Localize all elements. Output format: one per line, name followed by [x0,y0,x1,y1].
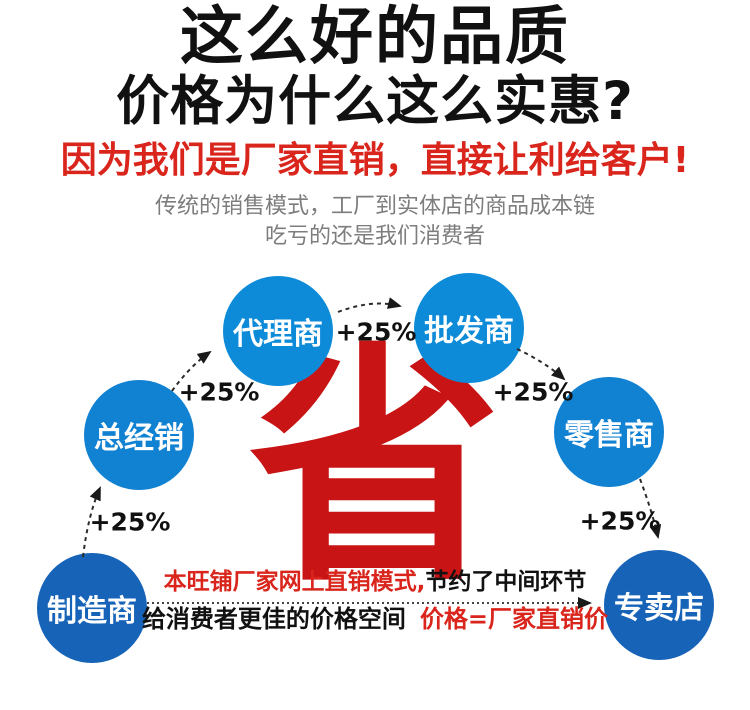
node-specialty-store-label: 专卖店 [614,591,704,626]
increment-label-3: +25% [335,317,417,347]
banner-text: 因为我们是厂家直销，直接让利给客户! [60,140,690,181]
description-line2: 吃亏的还是我们消费者 [264,224,485,249]
page-title: 这么好的品质 [180,0,570,73]
arrow-wholesaler-to-retailer [516,348,566,381]
node-general-distributor-label: 总经销 [94,421,184,456]
description-line1: 传统的销售模式，工厂到实体店的商品成本链 [154,194,595,219]
increment-label-4: +25% [492,377,574,407]
footer-line2: 给消费者更佳的价格空间 价格=厂家直销价 [0,602,750,636]
node-agent-label: 代理商 [233,317,323,352]
node-agent: 代理商 [223,276,333,386]
page-subtitle-question: 价格为什么这么实惠? [116,71,634,132]
increment-label-5: +25% [579,506,661,536]
footer-line1-black: 节约了中间环节 [425,569,587,595]
footer-line1-red: 本旺铺厂家网上直销模式, [163,569,426,595]
footer-line1: 本旺铺厂家网上直销模式,节约了中间环节 [0,566,750,598]
node-wholesaler-label: 批发商 [424,314,514,349]
node-manufacturer-label: 制造商 [47,594,137,629]
node-retailer: 零售商 [554,377,664,487]
footer-line2-red: 价格=厂家直销价 [419,605,609,633]
increment-label-2: +25% [178,377,260,407]
node-wholesaler: 批发商 [414,273,524,383]
increment-label-1: +25% [89,507,171,537]
footer-line2-black: 给消费者更佳的价格空间 [141,605,406,633]
node-general-distributor: 总经销 [84,380,194,490]
node-specialty-store: 专卖店 [604,550,714,660]
save-character: 省 [248,323,501,616]
node-manufacturer: 制造商 [37,553,147,663]
node-retailer-label: 零售商 [564,418,654,453]
arrow-agent-to-wholesaler [337,297,402,313]
